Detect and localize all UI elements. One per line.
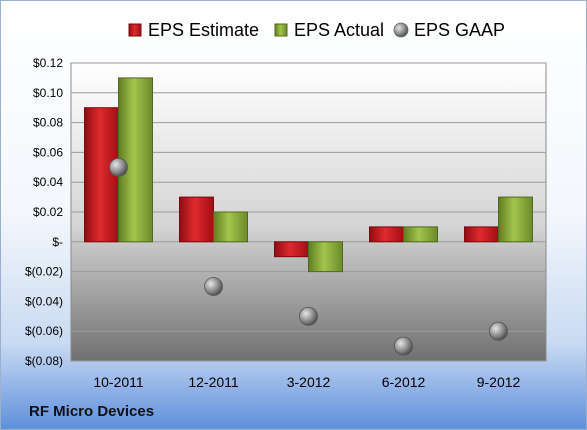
point-eps-gaap-3-2012 <box>299 306 318 326</box>
point-eps-gaap-10-2011 <box>109 157 128 177</box>
x-tick-label-3-2012: 3-2012 <box>287 374 331 390</box>
y-tick-label: $- <box>52 235 63 249</box>
y-tick-label: $(0.06) <box>25 324 63 338</box>
bar-eps-estimate-12-2011 <box>179 196 214 243</box>
x-tick-label-9-2012: 9-2012 <box>477 374 521 390</box>
point-eps-gaap-9-2012 <box>489 321 508 341</box>
bar-eps-actual-6-2012 <box>403 226 438 243</box>
y-tick-label: $0.04 <box>33 175 63 189</box>
gaap-points <box>109 157 508 356</box>
x-tick-label-10-2011: 10-2011 <box>93 374 144 390</box>
y-tick-label: $(0.04) <box>25 294 63 308</box>
bar-eps-estimate-6-2012 <box>369 226 404 243</box>
x-tick-label-6-2012: 6-2012 <box>382 374 426 390</box>
y-tick-label: $0.02 <box>33 205 63 219</box>
legend-label-eps-gaap: EPS GAAP <box>414 20 505 40</box>
y-tick-label: $(0.08) <box>25 354 63 368</box>
bar-eps-actual-3-2012 <box>308 241 343 273</box>
y-tick-label: $0.06 <box>33 145 63 159</box>
legend-marker-eps-estimate <box>128 23 142 37</box>
y-tick-label: $0.12 <box>33 56 63 70</box>
legend-marker-eps-actual <box>274 23 288 37</box>
bar-eps-estimate-3-2012 <box>274 241 309 258</box>
bar-eps-actual-9-2012 <box>498 196 533 243</box>
legend-marker-eps-gaap <box>393 22 409 38</box>
point-eps-gaap-12-2011 <box>204 277 223 296</box>
bar-eps-actual-12-2011 <box>213 211 248 243</box>
y-tick-label: $0.08 <box>33 116 63 130</box>
point-eps-gaap-6-2012 <box>394 336 413 356</box>
legend-label-eps-actual: EPS Actual <box>294 20 384 40</box>
y-tick-label: $(0.02) <box>25 265 63 279</box>
bar-eps-estimate-9-2012 <box>464 226 499 243</box>
company-name: RF Micro Devices <box>29 403 155 420</box>
y-tick-label: $0.10 <box>33 86 63 100</box>
x-tick-label-12-2011: 12-2011 <box>188 374 239 390</box>
legend-label-eps-estimate: EPS Estimate <box>148 20 259 40</box>
chart-legend: EPS Estimate EPS Actual EPS GAAP <box>128 20 505 40</box>
x-axis: 10-2011 12-2011 3-2012 6-2012 9-2012 <box>93 374 520 390</box>
y-axis: $0.12 $0.10 $0.08 $0.06 $0.04 $0.02 $- $(0.02) $… <box>25 56 63 368</box>
